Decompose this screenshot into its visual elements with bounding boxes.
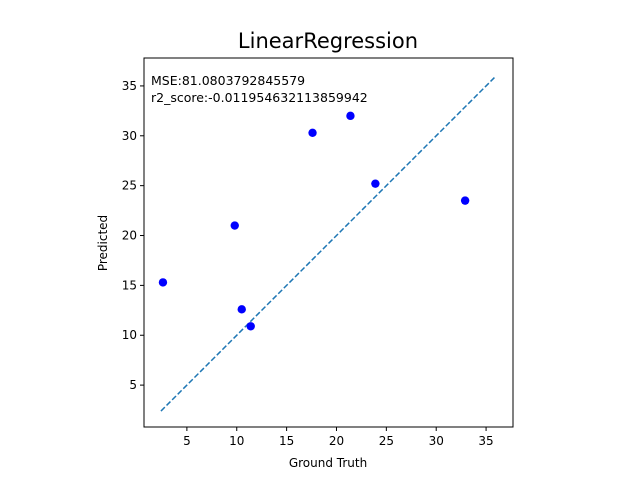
axes-frame: [143, 57, 514, 428]
y-tick-label-10: 10: [122, 328, 137, 342]
data-point-2: [237, 305, 246, 314]
x-tick-label-35: 35: [478, 434, 493, 448]
x-tick-label-25: 25: [379, 434, 394, 448]
data-point-1: [230, 221, 239, 230]
data-point-3: [246, 322, 255, 331]
y-tick-label-15: 15: [122, 278, 137, 292]
y-tick-label-5: 5: [129, 378, 137, 392]
x-axis-label: Ground Truth: [289, 456, 367, 470]
data-point-4: [308, 128, 317, 137]
y-tick-label-25: 25: [122, 179, 137, 193]
data-point-5: [346, 111, 355, 121]
mse-annotation: MSE:81.0803792845579: [151, 73, 305, 88]
x-tick-label-20: 20: [329, 434, 344, 448]
y-tick-label-30: 30: [122, 129, 137, 143]
y-tick-label-35: 35: [122, 79, 137, 93]
data-point-7: [460, 196, 470, 205]
r2-annotation: r2_score:-0.011954632113859942: [151, 90, 368, 105]
data-point-0: [158, 278, 168, 287]
chart-title: LinearRegression: [238, 29, 418, 53]
x-tick-label-30: 30: [429, 434, 444, 448]
x-tick-label-5: 5: [183, 434, 191, 448]
x-tick-label-10: 10: [229, 434, 244, 448]
data-point-6: [371, 179, 380, 188]
plot-area: 5 10 15 20 25 30 35 5 10 15 20 25 30 35: [122, 57, 514, 448]
x-tick-label-15: 15: [279, 434, 294, 448]
y-axis-label: Predicted: [96, 215, 110, 271]
y-tick-label-20: 20: [122, 229, 137, 243]
